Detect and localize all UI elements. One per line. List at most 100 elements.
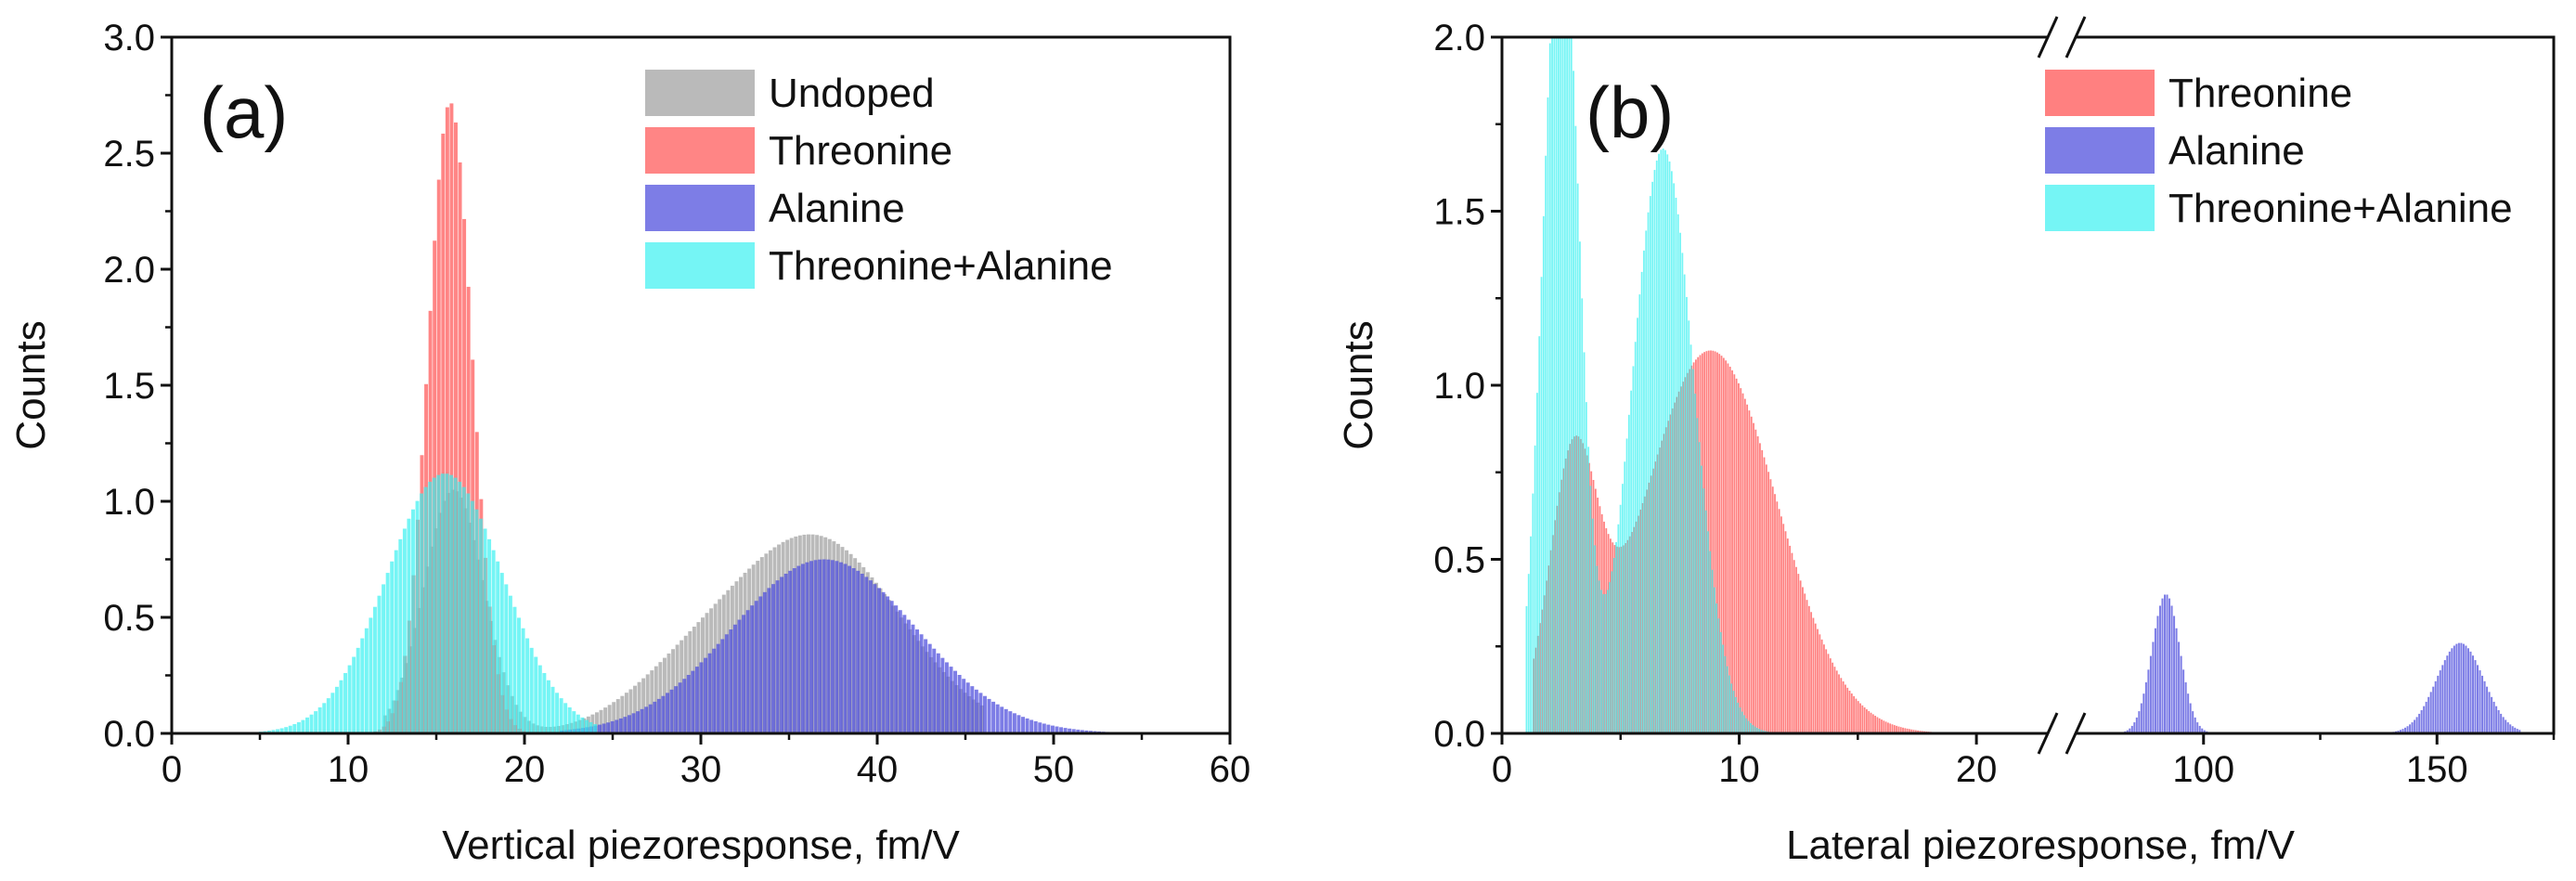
histogram-bar (1881, 719, 1883, 733)
histogram-bar (454, 122, 458, 733)
histogram-bar (750, 605, 755, 733)
histogram-bar (2474, 660, 2477, 733)
histogram-bar (936, 653, 940, 733)
legend-swatch (645, 242, 755, 289)
histogram-bar (1640, 271, 1643, 733)
histogram-bar (767, 588, 771, 733)
panel-label-b: (b) (1586, 71, 1674, 153)
histogram-bar (1863, 707, 1866, 733)
histogram-bar (1637, 317, 1638, 733)
histogram-bar (343, 673, 348, 733)
histogram-bar (851, 568, 856, 733)
histogram-bar (2156, 615, 2159, 733)
histogram-bar (745, 610, 750, 733)
histogram-bar (598, 724, 602, 733)
legend-item-undoped: Undoped (645, 70, 935, 116)
histogram-bar (919, 634, 924, 733)
histogram-bar (1600, 589, 1602, 733)
histogram-bar (2429, 692, 2432, 733)
histogram-bar (1840, 678, 1843, 733)
histogram-bar (529, 647, 534, 733)
histogram-bar (1791, 552, 1793, 733)
histogram-bar (1012, 713, 1016, 733)
histogram-bar (2514, 727, 2517, 733)
histogram-bar (2154, 628, 2156, 733)
histogram-bar (2135, 717, 2138, 733)
histogram-bar (1709, 551, 1712, 733)
histogram-bar (546, 680, 550, 733)
histogram-bar (881, 591, 886, 733)
histogram-bar (1606, 589, 1609, 733)
histogram-bar (894, 605, 899, 733)
histogram-chart-b: 0 10 20 100 150 0.0 0.5 1.0 1.5 2.0 (b) Lateral p… (1336, 13, 2556, 868)
histogram-bar (864, 577, 869, 733)
histogram-bar (563, 703, 568, 733)
histogram-bar (2441, 665, 2444, 733)
histogram-bar (407, 518, 411, 733)
histogram-bar (1793, 560, 1795, 733)
histogram-bar (1545, 155, 1547, 733)
histogram-bar (1754, 429, 1757, 733)
histogram-bar (1643, 250, 1645, 733)
histogram-bar (364, 628, 369, 733)
histogram-bar (580, 717, 585, 733)
histogram-bar (1767, 472, 1770, 733)
histogram-bar (788, 570, 793, 733)
histogram-bar (1782, 524, 1785, 733)
histogram-bar (2502, 717, 2505, 733)
histogram-bar (1068, 728, 1072, 733)
histogram-bar (957, 675, 962, 733)
histogram-bar (2189, 703, 2192, 733)
histogram-bar (792, 568, 796, 733)
histogram-bar (944, 662, 949, 733)
histogram-bar (1029, 719, 1034, 733)
legend-swatch (645, 70, 755, 116)
histogram-bar (2173, 615, 2176, 733)
histogram-bar (771, 584, 775, 733)
histogram-bar (1553, 37, 1556, 733)
histogram-bar (1630, 390, 1633, 733)
histogram-bar (411, 509, 415, 733)
histogram-bar (631, 713, 636, 733)
histogram-bar (623, 717, 628, 733)
histogram-bar (1819, 634, 1821, 733)
histogram-bar (1747, 720, 1750, 733)
histogram-bar (1710, 350, 1712, 733)
histogram-bar (288, 725, 292, 733)
histogram-bar (1774, 494, 1776, 733)
histogram-bar (1827, 654, 1830, 733)
histogram-bar (1746, 404, 1749, 733)
histogram-bar (1762, 730, 1765, 733)
histogram-bar (377, 595, 382, 733)
histogram-bar (2465, 645, 2467, 733)
histogram-bar (1076, 729, 1081, 733)
histogram-bar (1874, 715, 1877, 733)
histogram-bar (661, 695, 666, 733)
histogram-bar (317, 706, 322, 733)
histogram-bar (1585, 402, 1587, 733)
histogram-bar (974, 689, 978, 733)
histogram-bar (796, 565, 801, 733)
histogram-bar (1797, 574, 1800, 733)
legend-label: Alanine (2168, 128, 2305, 174)
legend-label: Alanine (769, 186, 905, 231)
histogram-bar (1063, 728, 1068, 733)
histogram-bar (2182, 669, 2185, 733)
y-tick-label: 0.0 (1433, 714, 1485, 755)
histogram-bar (1534, 445, 1536, 733)
histogram-bar (1712, 350, 1715, 733)
histogram-bar (742, 615, 746, 733)
histogram-bar (1698, 442, 1701, 733)
histogram-bar (1745, 718, 1748, 733)
histogram-bar (1724, 655, 1727, 733)
histogram-bar (640, 708, 644, 733)
histogram-bar (296, 721, 301, 733)
histogram-bar (567, 706, 572, 733)
histogram-bar (382, 584, 386, 733)
histogram-bar (1799, 580, 1802, 733)
histogram-bar (1676, 214, 1679, 733)
histogram-bar (707, 653, 712, 733)
histogram-bar (2126, 730, 2129, 733)
legend-item-alanine: Alanine (2045, 127, 2305, 174)
histogram-bar (1899, 727, 1902, 733)
